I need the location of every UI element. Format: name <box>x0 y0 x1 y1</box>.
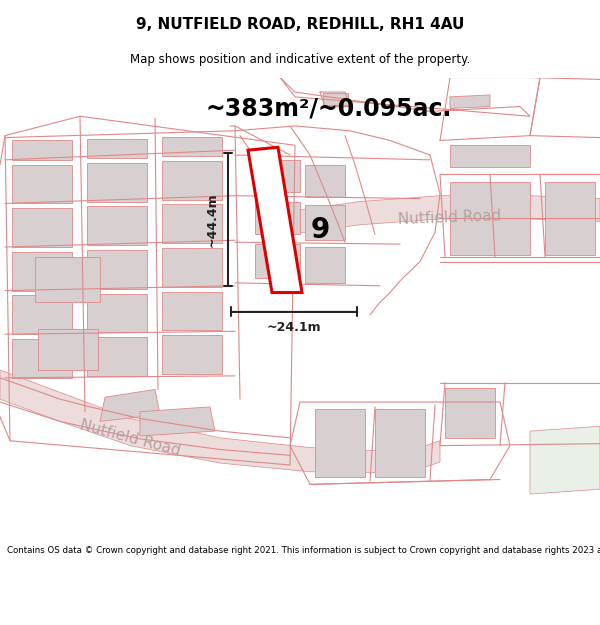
Polygon shape <box>12 339 72 377</box>
Polygon shape <box>305 247 345 283</box>
Polygon shape <box>445 388 495 438</box>
Polygon shape <box>12 208 72 247</box>
Polygon shape <box>87 139 147 158</box>
Polygon shape <box>450 145 530 167</box>
Polygon shape <box>87 206 147 245</box>
Polygon shape <box>255 160 300 192</box>
Polygon shape <box>162 335 222 374</box>
Text: ~383m²/~0.095ac.: ~383m²/~0.095ac. <box>205 96 451 121</box>
Polygon shape <box>35 257 100 302</box>
Polygon shape <box>162 137 222 156</box>
Polygon shape <box>290 196 600 234</box>
Polygon shape <box>248 148 302 292</box>
Text: Contains OS data © Crown copyright and database right 2021. This information is : Contains OS data © Crown copyright and d… <box>7 546 600 555</box>
Polygon shape <box>162 292 222 331</box>
Text: Nutfield Road: Nutfield Road <box>398 209 502 227</box>
Polygon shape <box>12 164 72 204</box>
Polygon shape <box>450 95 490 109</box>
Polygon shape <box>100 389 160 421</box>
Polygon shape <box>162 204 222 243</box>
Polygon shape <box>323 93 348 104</box>
Polygon shape <box>375 409 425 477</box>
Polygon shape <box>255 244 300 278</box>
Polygon shape <box>162 248 222 287</box>
Polygon shape <box>12 252 72 291</box>
Polygon shape <box>450 182 530 255</box>
Polygon shape <box>530 426 600 494</box>
Text: 9: 9 <box>310 216 329 244</box>
Polygon shape <box>87 294 147 333</box>
Text: ~24.1m: ~24.1m <box>266 321 322 334</box>
Polygon shape <box>255 201 300 234</box>
Polygon shape <box>140 407 215 436</box>
Text: Map shows position and indicative extent of the property.: Map shows position and indicative extent… <box>130 52 470 66</box>
Polygon shape <box>545 182 595 255</box>
Text: 9, NUTFIELD ROAD, REDHILL, RH1 4AU: 9, NUTFIELD ROAD, REDHILL, RH1 4AU <box>136 17 464 32</box>
Polygon shape <box>0 370 440 472</box>
Polygon shape <box>87 250 147 289</box>
Text: ~44.4m: ~44.4m <box>205 192 218 247</box>
Polygon shape <box>305 164 345 197</box>
Polygon shape <box>38 329 98 370</box>
Polygon shape <box>12 296 72 334</box>
Polygon shape <box>315 409 365 477</box>
Polygon shape <box>305 206 345 240</box>
Polygon shape <box>162 161 222 199</box>
Text: Nutfield Road: Nutfield Road <box>78 418 182 459</box>
Polygon shape <box>87 162 147 201</box>
Polygon shape <box>12 141 72 160</box>
Polygon shape <box>87 337 147 376</box>
